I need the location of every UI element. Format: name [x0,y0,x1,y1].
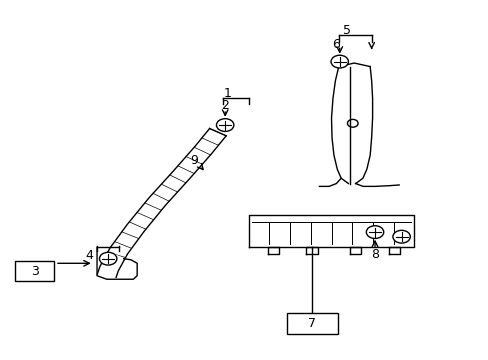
Circle shape [330,55,348,68]
Circle shape [366,226,383,238]
Text: 5: 5 [343,24,351,37]
Text: 3: 3 [31,265,39,278]
Text: 9: 9 [189,154,197,167]
Text: 6: 6 [332,38,340,51]
FancyBboxPatch shape [286,312,337,334]
Circle shape [216,119,233,131]
Text: 4: 4 [86,249,94,262]
Circle shape [99,252,117,265]
Text: 8: 8 [370,248,378,261]
Polygon shape [97,247,137,279]
Text: 7: 7 [307,317,316,330]
Circle shape [392,230,409,243]
Text: 2: 2 [221,99,229,112]
FancyBboxPatch shape [15,261,54,281]
Text: 1: 1 [223,87,231,100]
